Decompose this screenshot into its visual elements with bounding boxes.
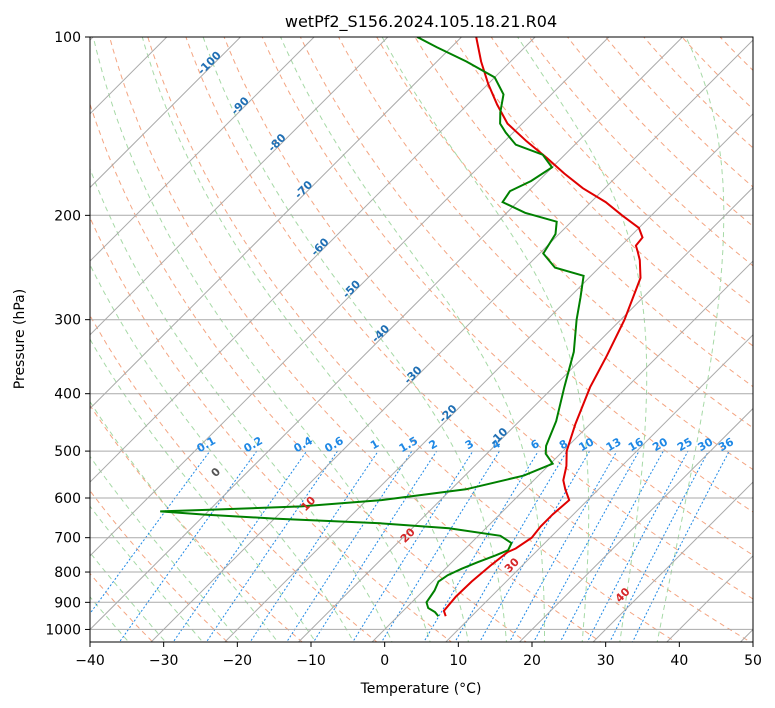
x-tick-label: −40	[75, 653, 105, 669]
isotherm-line	[592, 481, 753, 642]
plot-frame	[89, 36, 754, 643]
y-tick-label: 600	[54, 491, 81, 507]
dry-adiabat-line	[223, 37, 753, 600]
isotherm-line	[90, 37, 389, 336]
moist-adiabat-line	[90, 596, 130, 642]
chart-title: wetPf2_S156.2024.105.18.21.R04	[285, 12, 557, 32]
y-axis-label: Pressure (hPa)	[12, 289, 28, 389]
pressure-gridlines	[90, 37, 753, 630]
dry-adiabat-line	[414, 37, 753, 388]
x-tick-label: 10	[449, 653, 467, 669]
moist-adiabat-line	[90, 551, 167, 642]
isotherm-line	[90, 37, 610, 557]
dry-adiabat-line	[90, 404, 303, 642]
moist-adiabat-line	[656, 37, 725, 642]
sounding-series	[160, 37, 644, 617]
moist-adiabat-line	[90, 505, 204, 642]
moist-adiabat-line	[202, 37, 508, 642]
isotherm-line	[150, 39, 753, 642]
isotherm-line	[297, 186, 753, 642]
dry-adiabat-line	[90, 102, 528, 642]
y-tick-label: 100	[54, 30, 81, 46]
isotherm-line	[90, 37, 536, 483]
x-tick-label: 50	[744, 653, 762, 669]
x-tick-label: −30	[149, 653, 179, 669]
x-tick-label: −10	[296, 653, 326, 669]
dewpoint-line	[160, 37, 585, 617]
isotherm-line	[90, 37, 684, 631]
x-tick-label: 0	[380, 653, 389, 669]
x-tick-label: 30	[597, 653, 615, 669]
y-tick-label: 500	[54, 444, 81, 460]
x-tick-label: −20	[223, 653, 253, 669]
isotherm-line	[371, 260, 753, 642]
isotherm-line	[224, 113, 753, 642]
dry-adiabat-line	[452, 37, 753, 347]
x-axis-label: Temperature (°C)	[360, 681, 482, 697]
dry-adiabat-line	[338, 37, 753, 471]
isotherm-line	[90, 37, 463, 410]
y-tick-label: 700	[54, 531, 81, 547]
x-axis: −40 −30 −20 −10 0 10 20 30 40 50	[75, 642, 762, 669]
x-tick-label: 20	[523, 653, 541, 669]
y-tick-label: 1000	[45, 622, 81, 638]
isotherm-line	[90, 37, 242, 189]
y-axis: 100 200 300 400 500 600 700 800 900 1000	[45, 30, 90, 638]
y-tick-label: 400	[54, 387, 81, 403]
dry-adiabat-line	[185, 37, 752, 642]
isotherms	[90, 37, 753, 642]
y-tick-label: 300	[54, 313, 81, 329]
isotherm-line	[90, 37, 315, 262]
y-tick-label: 200	[54, 208, 81, 224]
isotherm-line	[518, 407, 753, 642]
isotherm-line	[445, 334, 753, 642]
y-tick-label: 800	[54, 565, 81, 581]
dry-adiabat-line	[90, 314, 378, 642]
x-tick-label: 40	[670, 653, 688, 669]
y-tick-label: 900	[54, 595, 81, 611]
